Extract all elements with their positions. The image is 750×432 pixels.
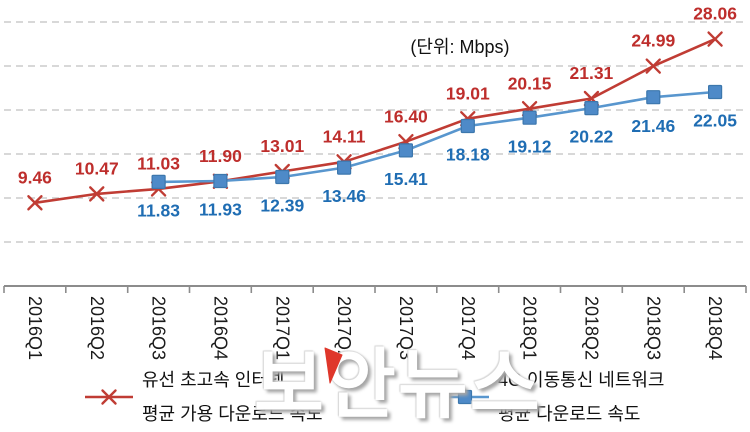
x-axis-label: 2018Q1 [520, 296, 540, 360]
data-label-wired: 28.06 [693, 4, 737, 24]
marker-square-icon [337, 160, 352, 175]
data-label-mobile-4g: 20.22 [570, 127, 614, 147]
data-label-mobile-4g: 18.18 [446, 145, 490, 165]
x-axis-label: 2017Q3 [396, 296, 416, 360]
x-axis-label: 2016Q3 [149, 296, 169, 360]
marker-square-icon [522, 110, 537, 125]
boannews-watermark: 보안뉴스 [254, 343, 542, 428]
x-axis-label: 2018Q4 [705, 296, 725, 360]
data-label-mobile-4g: 13.46 [322, 186, 366, 206]
data-label-wired: 14.11 [323, 126, 366, 146]
data-label-mobile-4g: 22.05 [693, 111, 737, 131]
data-label-wired: 10.47 [75, 159, 119, 179]
legend-wired-label-line1: 유선 초고속 인터넷 [142, 370, 285, 390]
data-label-wired: 24.99 [631, 31, 675, 51]
legend-item-mobile-4g: 4G 이동통신 네트워크 평균 다운로드 속도 [440, 363, 665, 431]
legend-item-wired: 유선 초고속 인터넷 평균 가용 다운로드 속도 [84, 363, 323, 431]
marker-x-icon [89, 186, 105, 202]
unit-label: (단위: Mbps) [410, 37, 510, 57]
marker-square-icon [398, 143, 413, 158]
x-axis-label: 2018Q2 [581, 296, 601, 360]
marker-x-icon [27, 195, 43, 211]
data-label-wired: 11.90 [199, 146, 242, 166]
marker-x-icon [707, 31, 723, 47]
data-label-mobile-4g: 19.12 [508, 136, 552, 156]
data-label-mobile-4g: 11.83 [137, 201, 180, 221]
data-label-wired: 9.46 [18, 167, 52, 187]
legend-wired-label-line2: 평균 가용 다운로드 속도 [142, 404, 323, 424]
series-line-wired [34, 37, 716, 205]
x-axis-label: 2017Q2 [334, 296, 354, 360]
data-label-wired: 13.01 [260, 136, 304, 156]
marker-square-icon [646, 90, 661, 105]
marker-square-icon [151, 174, 166, 189]
x-axis-label: 2017Q4 [458, 296, 478, 360]
marker-square-icon [584, 100, 599, 116]
data-label-mobile-4g: 12.39 [260, 196, 304, 216]
data-label-mobile-4g: 15.41 [384, 169, 428, 189]
legend-4g-label-line1: 4G 이동통신 네트워크 [498, 370, 665, 390]
legend-4g-label-line2: 평균 다운로드 속도 [498, 404, 641, 424]
data-label-wired: 19.01 [446, 83, 490, 103]
legend-wired-x-marker-icon [85, 389, 133, 405]
marker-square-icon [707, 84, 723, 100]
data-label-mobile-4g: 21.46 [631, 116, 675, 136]
marker-square-icon [275, 169, 290, 185]
data-label-wired: 20.15 [508, 73, 552, 93]
data-label-mobile-4g: 11.93 [199, 200, 242, 220]
x-axis-label: 2016Q2 [87, 296, 107, 360]
x-axis-label: 2016Q1 [25, 296, 45, 360]
data-label-wired: 21.31 [570, 63, 614, 83]
series-line-mobile-4g [158, 90, 716, 184]
data-label-wired: 11.03 [137, 154, 180, 174]
x-axis-label: 2016Q4 [210, 296, 230, 360]
watermark-red-pin-icon [324, 347, 343, 384]
x-axis-label: 2018Q3 [643, 296, 663, 360]
marker-x-icon [645, 58, 661, 74]
legend-4g-square-marker-icon [441, 389, 489, 405]
data-label-wired: 16.40 [384, 106, 428, 126]
marker-square-icon [213, 173, 228, 189]
x-axis-label: 2017Q1 [272, 296, 292, 360]
marker-square-icon [460, 118, 475, 134]
